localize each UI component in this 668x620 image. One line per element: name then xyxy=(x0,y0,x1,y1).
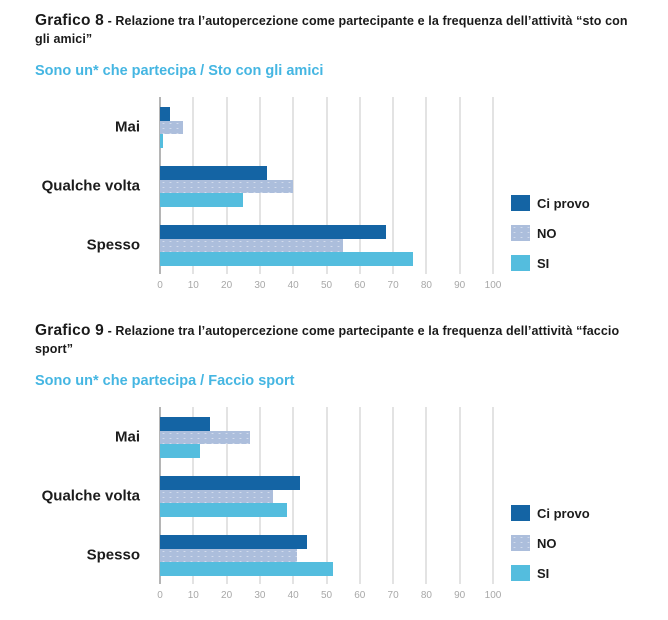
x-axis-tick-label: 10 xyxy=(187,280,199,291)
gridline xyxy=(292,407,295,584)
category-label: Qualche volta xyxy=(41,177,140,195)
bar-si xyxy=(160,193,244,207)
legend-swatch xyxy=(511,535,530,551)
bar-si xyxy=(160,562,334,576)
x-axis-tick-label: 50 xyxy=(320,590,333,601)
bar-si xyxy=(160,444,200,458)
bar-ci-provo xyxy=(160,166,267,180)
category-label: Mai xyxy=(114,118,140,136)
x-axis-tick-label: 100 xyxy=(484,590,502,601)
gridline xyxy=(392,97,395,274)
gridline xyxy=(492,97,494,274)
legend-swatch xyxy=(511,195,530,211)
x-axis-tick-label: 90 xyxy=(454,280,466,291)
legend-swatch xyxy=(511,255,530,271)
legend-item-si: SI xyxy=(511,565,590,581)
x-axis-tick-label: 100 xyxy=(484,280,502,291)
chart-title-prefix: Grafico 9 xyxy=(35,322,104,339)
legend-item-ci-provo: Ci provo xyxy=(511,195,590,211)
chart-legend: Ci provo NO SI xyxy=(511,195,590,285)
x-axis-tick-label: 80 xyxy=(420,590,432,601)
bar-no xyxy=(160,120,184,134)
chart-subtitle: Sono un* che partecipa / Faccio sport xyxy=(35,373,295,389)
legend-swatch xyxy=(511,565,530,581)
x-axis-tick-label: 60 xyxy=(354,280,366,291)
bar-ci-provo xyxy=(160,417,210,431)
gridline xyxy=(458,407,461,584)
gridline xyxy=(325,407,328,584)
gridline xyxy=(325,97,328,274)
gridline xyxy=(492,407,494,584)
bar-chart-grafico-9: 0 10 20 30 40 50 60 70 80 90 100 Mai Qualche volta Sp… xyxy=(0,407,668,607)
chart-legend: Ci provo NO SI xyxy=(511,505,590,595)
legend-label: NO xyxy=(537,225,557,241)
x-axis-tick-label: 90 xyxy=(454,590,466,601)
bar-si xyxy=(160,134,164,148)
gridline xyxy=(458,97,461,274)
bar-ci-provo xyxy=(160,107,170,121)
chart-title-text: - Relazione tra l’autopercezione come pa… xyxy=(35,14,628,46)
bar-si xyxy=(160,252,414,266)
legend-label: Ci provo xyxy=(537,505,590,521)
x-axis-tick-label: 20 xyxy=(221,590,233,601)
legend-swatch xyxy=(511,225,530,241)
legend-label: SI xyxy=(537,565,550,581)
legend-item-no: NO xyxy=(511,225,590,241)
chart-title-prefix: Grafico 8 xyxy=(35,12,104,29)
x-axis-tick-label: 0 xyxy=(157,280,163,291)
gridline xyxy=(392,407,395,584)
legend-item-ci-provo: Ci provo xyxy=(511,505,590,521)
gridline xyxy=(292,97,295,274)
bar-ci-provo xyxy=(160,225,387,239)
bar-no xyxy=(160,489,274,503)
x-axis-tick-label: 60 xyxy=(354,590,366,601)
x-axis-tick-label: 40 xyxy=(287,590,299,601)
x-axis-tick-label: 30 xyxy=(254,590,266,601)
legend-item-no: NO xyxy=(511,535,590,551)
x-axis-tick-label: 20 xyxy=(221,280,233,291)
category-label: Spesso xyxy=(86,546,140,564)
bar-ci-provo xyxy=(160,476,300,490)
gridline xyxy=(425,407,428,584)
bar-no xyxy=(160,548,297,562)
legend-label: Ci provo xyxy=(537,195,590,211)
x-axis-tick-label: 70 xyxy=(387,590,399,601)
chart-title-text: - Relazione tra l’autopercezione come pa… xyxy=(35,324,620,356)
bar-ci-provo xyxy=(160,535,307,549)
x-axis-tick-label: 30 xyxy=(254,280,266,291)
x-axis-tick-label: 80 xyxy=(420,280,432,291)
x-axis-tick-label: 40 xyxy=(287,280,299,291)
chart-title: Grafico 8 - Relazione tra l’autopercezio… xyxy=(35,0,643,48)
x-axis-tick-label: 70 xyxy=(387,280,399,291)
legend-label: NO xyxy=(537,535,557,551)
grafico-8-section: Grafico 8 - Relazione tra l’autopercezio… xyxy=(0,0,668,297)
bar-si xyxy=(160,503,287,517)
x-axis-tick-label: 10 xyxy=(187,590,199,601)
gridline xyxy=(425,97,428,274)
bar-no xyxy=(160,179,294,193)
grafico-9-section: Grafico 9 - Relazione tra l’autopercezio… xyxy=(0,297,668,607)
chart-title: Grafico 9 - Relazione tra l’autopercezio… xyxy=(35,297,643,358)
bar-no xyxy=(160,238,344,252)
legend-swatch xyxy=(511,505,530,521)
category-label: Spesso xyxy=(86,236,140,254)
category-label: Qualche volta xyxy=(41,487,140,505)
bar-chart-grafico-8: 0 10 20 30 40 50 60 70 80 90 100 Mai Qualche volta Sp… xyxy=(0,97,668,297)
x-axis-tick-label: 0 xyxy=(157,590,163,601)
legend-label: SI xyxy=(537,255,550,271)
gridline xyxy=(358,407,361,584)
x-axis-tick-label: 50 xyxy=(320,280,333,291)
gridline xyxy=(358,97,361,274)
category-label: Mai xyxy=(114,428,140,446)
chart-subtitle: Sono un* che partecipa / Sto con gli ami… xyxy=(35,63,324,79)
bar-no xyxy=(160,430,250,444)
legend-item-si: SI xyxy=(511,255,590,271)
